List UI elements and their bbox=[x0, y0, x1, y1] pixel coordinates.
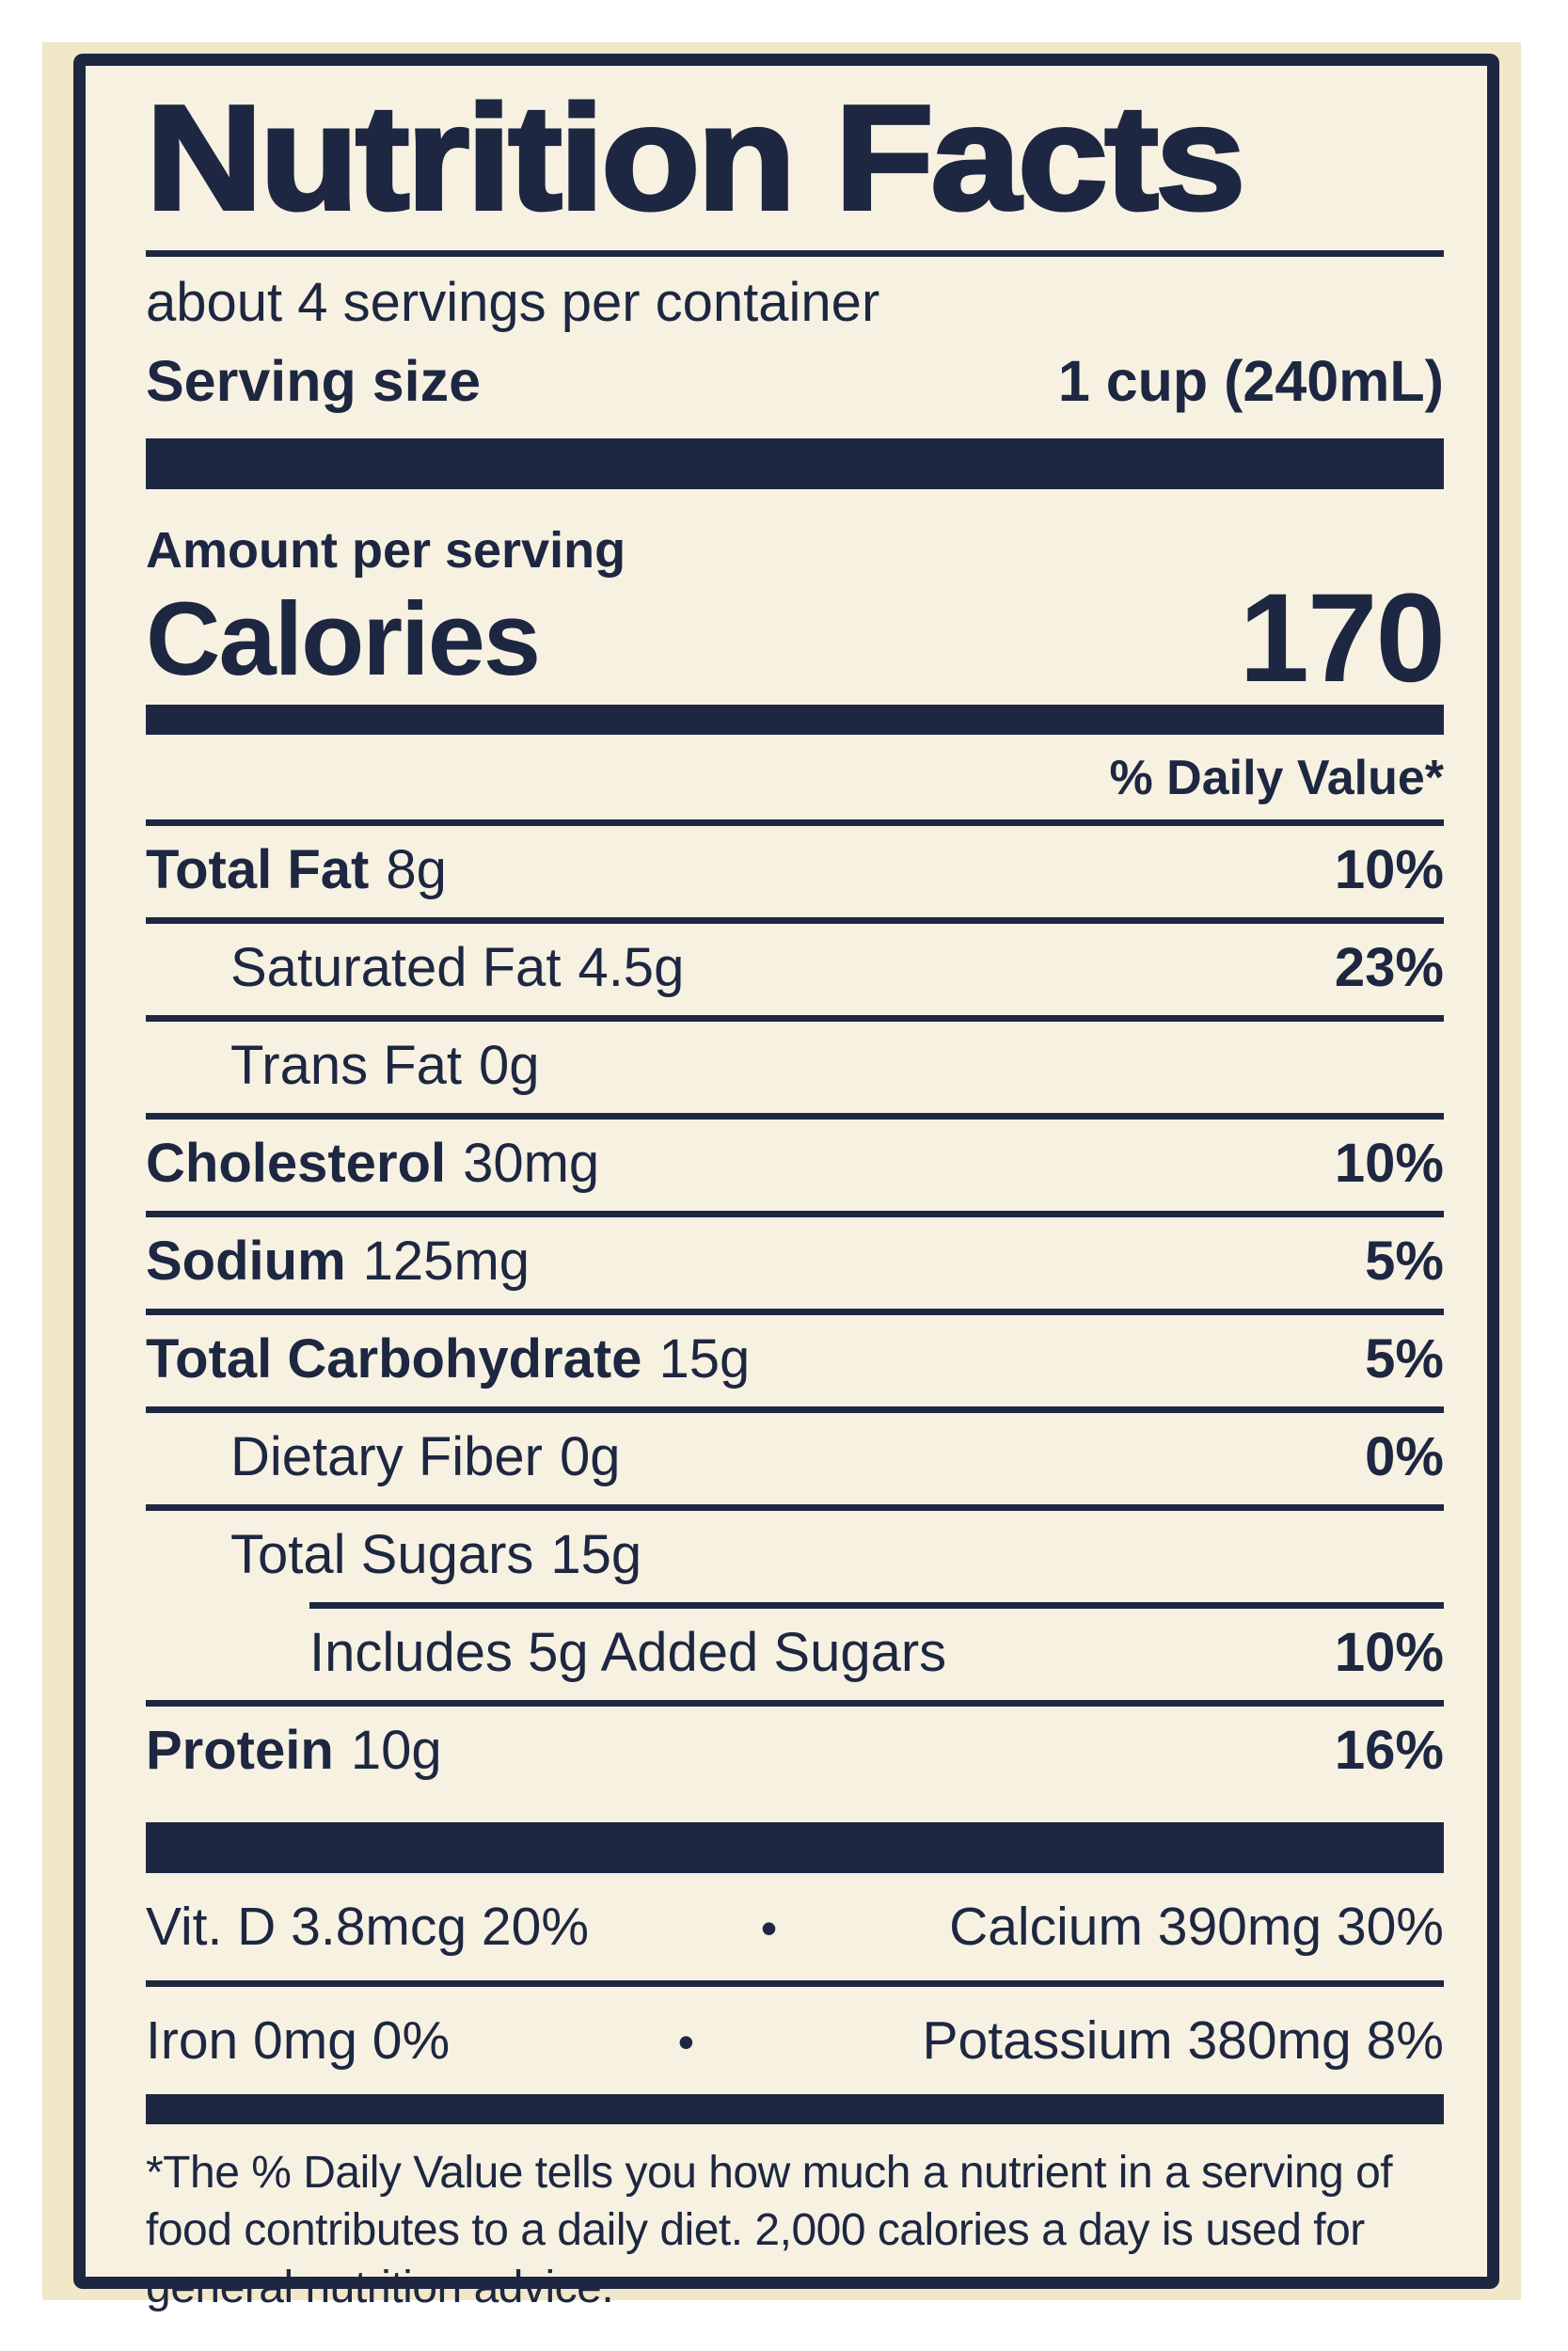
nutrient-name: Total Fat bbox=[146, 839, 370, 901]
nutrient-row-trans-fat: Trans Fat 0g bbox=[146, 1015, 1444, 1113]
nutrient-row-saturated-fat: Saturated Fat 4.5g 23% bbox=[146, 917, 1444, 1015]
daily-value-footnote: *The % Daily Value tells you how much a … bbox=[146, 2148, 1393, 2312]
nutrient-daily-value: 5% bbox=[1365, 1231, 1444, 1293]
nutrient-name: Includes 5g Added Sugars bbox=[309, 1622, 947, 1684]
nutrition-facts-label: Nutrition Facts about 4 servings per con… bbox=[73, 54, 1499, 2312]
nutrient-row-total-sugars: Total Sugars 15g bbox=[146, 1504, 1444, 1602]
nutrient-daily-value: 23% bbox=[1334, 937, 1444, 999]
nutrient-row-cholesterol: Cholesterol 30mg 10% bbox=[146, 1113, 1444, 1211]
servings-per-container: about 4 servings per container bbox=[146, 271, 880, 333]
nutrient-row-added-sugars: Includes 5g Added Sugars 10% bbox=[146, 1602, 1444, 1700]
serving-size-value: 1 cup (240mL) bbox=[1057, 348, 1444, 413]
bullet-separator: • bbox=[677, 2016, 695, 2069]
medium-divider-bar bbox=[146, 2094, 1444, 2124]
nutrient-amount: 0g bbox=[479, 1035, 540, 1097]
nutrient-amount: 10g bbox=[350, 1720, 442, 1782]
micronutrient-row-iron-potassium: Iron 0mg 0% • Potassium 380mg 8% bbox=[146, 1980, 1444, 2094]
nutrient-amount: 30mg bbox=[463, 1133, 600, 1195]
nutrient-daily-value: 10% bbox=[1334, 1133, 1444, 1195]
nutrient-row-total-carbohydrate: Total Carbohydrate 15g 5% bbox=[146, 1309, 1444, 1406]
nutrient-amount: 125mg bbox=[362, 1231, 531, 1293]
nutrient-daily-value: 0% bbox=[1365, 1426, 1444, 1488]
micronutrient-right: Potassium 380mg 8% bbox=[922, 2010, 1444, 2071]
calories-value: 170 bbox=[1239, 567, 1446, 708]
carton-background: Nutrition Facts about 4 servings per con… bbox=[42, 42, 1521, 2312]
micronutrient-right: Calcium 390mg 30% bbox=[949, 1897, 1444, 1957]
nutrient-name: Saturated Fat bbox=[230, 937, 562, 999]
calories-label: Calories bbox=[146, 581, 541, 698]
micronutrient-left: Iron 0mg 0% bbox=[146, 2010, 451, 2071]
nutrient-name: Protein bbox=[146, 1720, 334, 1782]
micronutrient-left: Vit. D 3.8mcg 20% bbox=[146, 1897, 590, 1957]
title-divider bbox=[146, 249, 1444, 257]
nutrient-amount: 8g bbox=[386, 839, 447, 901]
nutrient-amount: 15g bbox=[658, 1328, 751, 1390]
amount-per-serving-label: Amount per serving bbox=[146, 521, 626, 579]
medium-divider-bar bbox=[146, 705, 1444, 736]
label-title: Nutrition Facts bbox=[144, 75, 1248, 241]
nutrient-name: Total Carbohydrate bbox=[146, 1328, 642, 1390]
nutrient-daily-value: 16% bbox=[1334, 1720, 1444, 1782]
serving-size-row: Serving size 1 cup (240mL) bbox=[146, 348, 1444, 414]
nutrient-name: Trans Fat bbox=[230, 1035, 463, 1097]
nutrient-amount: 4.5g bbox=[578, 937, 685, 999]
nutrient-name: Dietary Fiber bbox=[230, 1426, 543, 1488]
nutrient-name: Sodium bbox=[146, 1231, 346, 1293]
serving-size-label: Serving size bbox=[146, 348, 481, 413]
nutrient-amount: 15g bbox=[550, 1524, 642, 1586]
nutrient-name: Cholesterol bbox=[146, 1133, 447, 1195]
nutrient-daily-value: 10% bbox=[1334, 839, 1444, 901]
thick-divider-bar bbox=[146, 437, 1444, 489]
nutrient-daily-value: 10% bbox=[1334, 1622, 1444, 1684]
nutrient-row-sodium: Sodium 125mg 5% bbox=[146, 1211, 1444, 1309]
nutrient-row-dietary-fiber: Dietary Fiber 0g 0% bbox=[146, 1406, 1444, 1504]
nutrient-name: Total Sugars bbox=[230, 1524, 534, 1586]
nutrient-row-protein: Protein 10g 16% bbox=[146, 1700, 1444, 1798]
bullet-separator: • bbox=[760, 1902, 778, 1955]
calories-row: Calories 170 bbox=[146, 567, 1446, 708]
nutrient-row-total-fat: Total Fat 8g 10% bbox=[146, 819, 1444, 917]
nutrient-daily-value: 5% bbox=[1365, 1328, 1444, 1390]
daily-value-header: % Daily Value* bbox=[1109, 751, 1444, 806]
nutrient-amount: 0g bbox=[559, 1426, 621, 1488]
thick-divider-bar bbox=[146, 1822, 1444, 1873]
micronutrient-row-vitd-calcium: Vit. D 3.8mcg 20% • Calcium 390mg 30% bbox=[146, 1873, 1444, 1980]
